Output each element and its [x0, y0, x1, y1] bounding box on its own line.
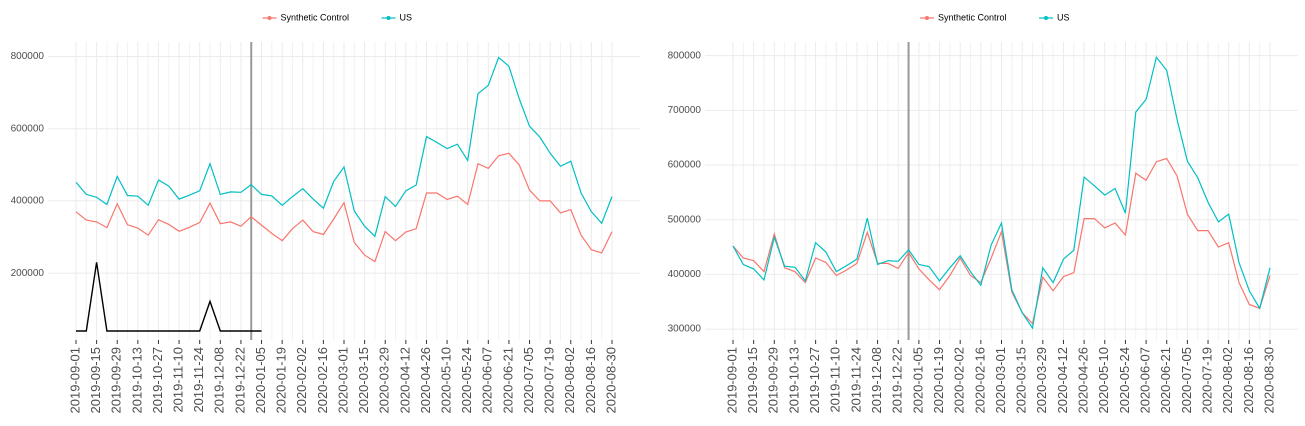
legend-dot [386, 16, 391, 20]
x-tick-label: 2019-11-10 [171, 347, 186, 413]
x-tick-label: 2020-07-19 [1199, 347, 1214, 414]
x-tick-label: 2019-09-01 [724, 347, 739, 414]
x-tick-label: 2020-05-24 [459, 347, 474, 414]
y-tick-label: 800000 [11, 51, 45, 62]
x-tick-label: 2020-03-29 [377, 347, 392, 414]
x-tick-label: 2019-11-10 [828, 347, 843, 413]
legend-dot [925, 16, 929, 20]
legend-dot [267, 16, 272, 20]
legend-label: US [400, 12, 413, 22]
x-tick-label: 2020-08-02 [562, 347, 577, 414]
y-tick-label: 400000 [668, 269, 702, 280]
y-tick-label: 200000 [11, 268, 45, 279]
x-tick-label: 2020-02-16 [315, 347, 330, 414]
y-tick-label: 600000 [11, 123, 45, 134]
y-tick-label: 500000 [668, 214, 702, 225]
x-tick-label: 2019-12-08 [869, 347, 884, 414]
x-tick-label: 2020-06-07 [480, 347, 495, 414]
x-tick-label: 2020-08-30 [603, 347, 618, 414]
x-tick-label: 2020-07-19 [542, 347, 557, 414]
x-tick-label: 2019-10-27 [807, 347, 822, 414]
x-tick-label: 2020-07-05 [1179, 347, 1194, 414]
x-tick-label: 2020-03-01 [335, 347, 350, 414]
x-tick-label: 2020-06-21 [500, 347, 515, 414]
x-tick-label: 2019-11-24 [848, 347, 863, 413]
x-tick-label: 2019-10-13 [786, 347, 801, 414]
x-tick-label: 2019-12-08 [212, 347, 227, 414]
x-tick-label: 2020-08-16 [583, 347, 598, 414]
series-line [75, 152, 613, 263]
x-tick-label: 2020-05-24 [1117, 347, 1132, 414]
x-tick-label: 2020-01-19 [274, 347, 289, 414]
series-line [732, 157, 1271, 325]
x-tick-label: 2020-03-15 [356, 347, 371, 414]
x-tick-label: 2020-08-30 [1261, 347, 1276, 414]
x-tick-label: 2020-06-07 [1138, 347, 1153, 414]
x-tick-label: 2020-03-29 [1034, 347, 1049, 414]
legend-dot [1044, 16, 1048, 20]
x-tick-label: 2019-10-27 [150, 347, 165, 414]
x-tick-label: 2019-09-29 [766, 347, 781, 414]
x-tick-label: 2019-12-22 [232, 347, 247, 414]
x-tick-label: 2019-10-13 [129, 347, 144, 414]
x-tick-label: 2020-04-26 [418, 347, 433, 414]
x-tick-label: 2020-03-01 [993, 347, 1008, 414]
x-tick-label: 2020-07-05 [521, 347, 536, 414]
x-tick-label: 2020-05-10 [1096, 347, 1111, 414]
y-tick-label: 800000 [668, 50, 702, 61]
y-tick-label: 300000 [668, 324, 702, 335]
x-tick-label: 2020-01-05 [910, 347, 925, 414]
y-tick-label: 600000 [668, 160, 702, 171]
x-tick-label: 2020-04-26 [1076, 347, 1091, 414]
series-line [76, 262, 262, 332]
x-tick-label: 2020-05-10 [439, 347, 454, 414]
x-tick-label: 2019-09-15 [88, 347, 103, 414]
x-tick-label: 2020-06-21 [1158, 347, 1173, 414]
x-tick-label: 2020-01-19 [931, 347, 946, 414]
series-line [75, 56, 613, 238]
x-tick-label: 2019-09-01 [67, 347, 82, 414]
legend-label: Synthetic Control [938, 12, 1007, 22]
y-tick-label: 700000 [668, 105, 702, 116]
x-tick-label: 2020-08-02 [1220, 347, 1235, 414]
x-tick-label: 2019-09-15 [745, 347, 760, 414]
x-tick-label: 2020-02-16 [972, 347, 987, 414]
legend-label: US [1057, 12, 1070, 22]
x-tick-label: 2020-08-16 [1241, 347, 1256, 414]
y-tick-label: 400000 [11, 196, 45, 207]
x-tick-label: 2019-11-24 [191, 347, 206, 413]
x-tick-label: 2020-02-02 [294, 347, 309, 414]
x-tick-label: 2020-03-15 [1014, 347, 1029, 414]
x-tick-label: 2020-04-12 [397, 347, 412, 414]
x-tick-label: 2020-04-12 [1055, 347, 1070, 414]
legend-label: Synthetic Control [281, 12, 350, 22]
x-tick-label: 2019-12-22 [890, 347, 905, 414]
x-tick-label: 2020-02-02 [952, 347, 967, 414]
x-tick-label: 2019-09-29 [109, 347, 124, 414]
x-tick-label: 2020-01-05 [253, 347, 268, 414]
series-line [732, 55, 1271, 330]
